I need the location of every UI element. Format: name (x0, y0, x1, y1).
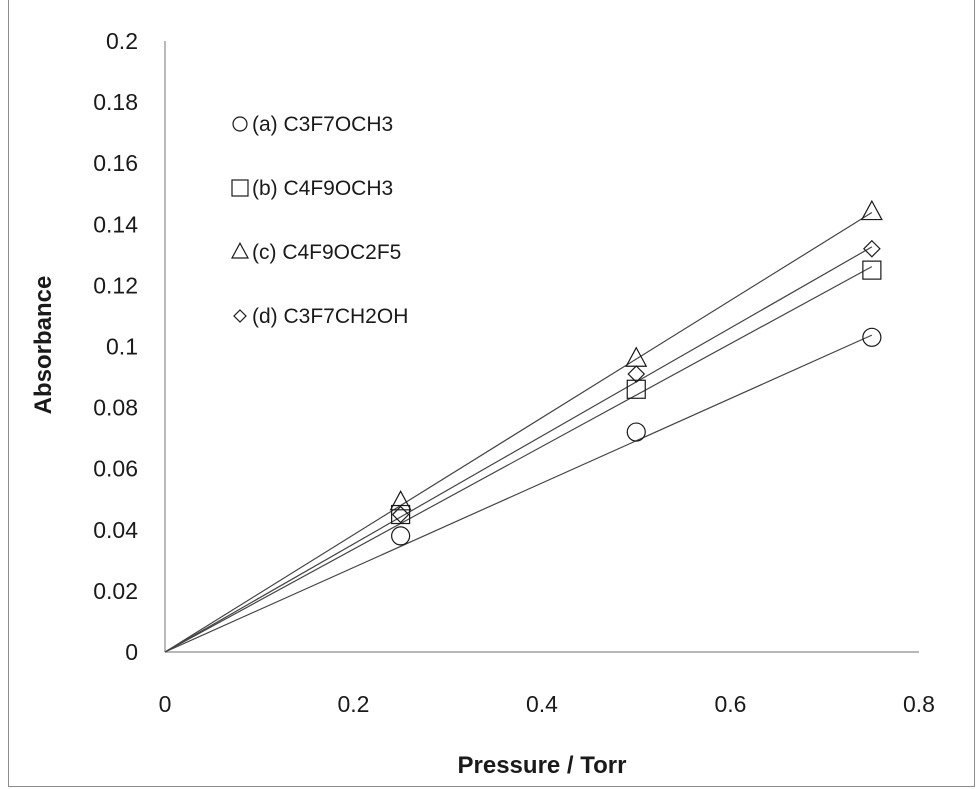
x-tick-label: 0.6 (715, 691, 747, 717)
legend-label: (d) C3F7CH2OH (252, 305, 408, 328)
y-tick-label: 0.14 (93, 211, 138, 237)
y-tick-label: 0.08 (93, 395, 138, 421)
y-tick-label: 0.06 (93, 456, 138, 482)
square-marker (391, 504, 411, 525)
legend-triangle-icon (230, 241, 250, 259)
legend-label: (c) C4F9OC2F5 (252, 241, 401, 264)
triangle-marker (860, 199, 883, 221)
circle-marker (391, 526, 411, 546)
y-tick-label: 0.1 (106, 334, 138, 360)
circle-marker (626, 422, 646, 442)
x-tick-label: 0.4 (526, 691, 558, 717)
y-tick-labels: 0 0.02 0.04 0.06 0.08 0.1 0.12 0.14 0.16 0.18 0.2 (93, 28, 138, 665)
legend-square-icon (231, 179, 249, 197)
trendlines (164, 212, 873, 653)
x-tick-label: 0.8 (903, 691, 935, 717)
y-tick-label: 0 (125, 639, 138, 665)
legend: (a) C3F7OCH3 (b) C4F9OCH3 (c) C4F9OC2F5 (d)… (230, 113, 408, 328)
y-axis-title: Absorbance (30, 276, 57, 415)
y-tick-label: 0.18 (93, 89, 138, 115)
diamond-marker (627, 365, 646, 383)
legend-label: (a) C3F7OCH3 (252, 113, 393, 136)
legend-circle-icon (232, 116, 248, 132)
trendline (164, 246, 873, 653)
triangle-marker (389, 490, 412, 511)
square-marker (862, 260, 882, 280)
x-tick-label: 0.2 (338, 691, 370, 717)
y-tick-label: 0.2 (106, 28, 138, 54)
diamond-marker (863, 239, 881, 258)
diamond-marker (391, 505, 410, 524)
y-tick-label: 0.04 (93, 517, 138, 543)
x-axis-title: Pressure / Torr (458, 752, 627, 779)
axes (164, 41, 919, 653)
y-tick-label: 0.12 (93, 272, 138, 298)
trendline (164, 334, 873, 653)
x-tick-labels: 0 0.2 0.4 0.6 0.8 (159, 691, 935, 717)
legend-diamond-icon (233, 309, 247, 323)
trendline (164, 212, 873, 653)
circle-marker (862, 327, 882, 347)
chart-frame (8, 0, 975, 787)
y-tick-label: 0.02 (93, 578, 138, 604)
y-tick-label: 0.16 (93, 150, 138, 176)
square-marker (626, 379, 646, 399)
legend-label: (b) C4F9OCH3 (252, 177, 393, 200)
x-tick-label: 0 (159, 691, 172, 717)
data-markers (389, 199, 883, 546)
trendline (164, 266, 873, 653)
